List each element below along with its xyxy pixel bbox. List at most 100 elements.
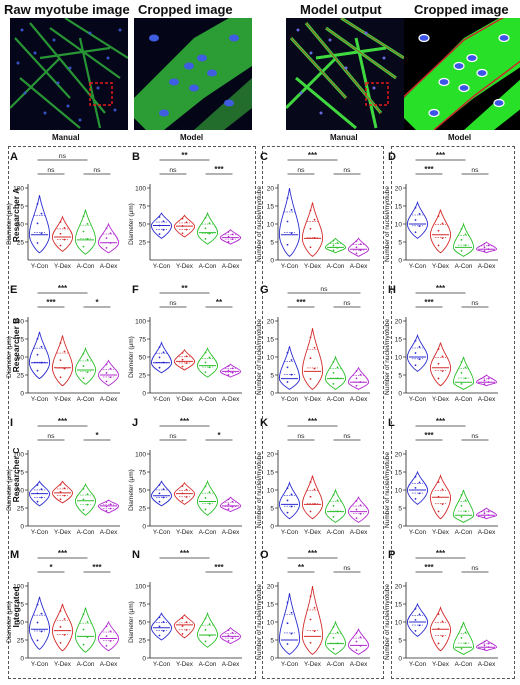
- significance-label: ns: [343, 433, 351, 440]
- y-tick-label: 10: [267, 221, 275, 228]
- violin-A-Con: [324, 620, 347, 655]
- data-point: [181, 625, 184, 627]
- violin-Y-Con: [150, 612, 173, 641]
- significance-label: **: [181, 284, 188, 293]
- panel-I: I 0 25 50 75 100 Diameter (μm) Y-Con Y-Dex A-Con A…: [6, 417, 120, 536]
- y-tick-label: 75: [17, 469, 25, 476]
- data-point: [355, 649, 358, 652]
- data-point: [185, 362, 188, 365]
- y-tick-label: 75: [139, 601, 147, 608]
- y-tick-label: 100: [135, 318, 146, 325]
- y-axis-label: Number of nuclei/myotube: [256, 319, 263, 395]
- data-point: [290, 373, 293, 376]
- data-point: [309, 378, 312, 380]
- x-tick-label: A-Con: [77, 529, 95, 536]
- data-point: [109, 367, 112, 370]
- data-point: [59, 491, 62, 493]
- data-point: [332, 493, 335, 496]
- y-tick-label: 20: [267, 451, 275, 458]
- data-point: [460, 636, 463, 639]
- significance-label: ns: [169, 167, 177, 174]
- violin-Y-Con: [406, 200, 429, 239]
- data-point: [437, 362, 440, 365]
- significance-label: ns: [343, 565, 351, 572]
- data-point: [483, 516, 486, 518]
- data-point: [86, 358, 89, 361]
- violin-Y-Con: [150, 480, 173, 507]
- y-tick-label: 75: [17, 203, 25, 210]
- y-tick-label: 100: [13, 451, 24, 458]
- data-point: [36, 484, 39, 486]
- data-point: [59, 359, 62, 361]
- significance-label: ***: [58, 549, 68, 558]
- data-point: [464, 366, 467, 369]
- y-axis-label: Diameter (μm): [128, 469, 135, 511]
- data-point: [355, 384, 358, 387]
- x-tick-label: A-Con: [77, 263, 95, 270]
- x-tick-label: A-Dex: [350, 529, 368, 536]
- data-point: [286, 197, 289, 200]
- data-point: [86, 493, 89, 496]
- data-point: [181, 617, 184, 620]
- data-point: [332, 371, 335, 374]
- data-point: [336, 366, 339, 369]
- data-point: [313, 346, 316, 349]
- x-tick-label: Y-Dex: [176, 396, 194, 403]
- y-axis-label: Diameter (μm): [6, 336, 13, 378]
- data-point: [204, 361, 207, 364]
- x-tick-label: Y-Dex: [304, 529, 322, 536]
- data-point: [418, 225, 421, 228]
- data-point: [82, 377, 85, 380]
- significance-label: ***: [214, 563, 224, 572]
- violin-Y-Dex: [429, 342, 452, 387]
- y-tick-label: 0: [20, 390, 24, 397]
- violin-A-Dex: [347, 496, 370, 523]
- y-tick-label: 50: [17, 221, 25, 228]
- x-tick-label: Y-Con: [31, 529, 49, 536]
- y-tick-label: 15: [267, 203, 275, 210]
- data-point: [59, 376, 62, 379]
- data-point: [63, 494, 66, 497]
- data-point: [460, 249, 463, 252]
- x-tick-label: Y-Con: [153, 263, 171, 270]
- data-point: [105, 380, 108, 383]
- data-point: [63, 367, 66, 370]
- data-point: [63, 350, 66, 353]
- y-tick-label: 75: [17, 601, 25, 608]
- panel-letter-A: A: [10, 151, 18, 163]
- data-point: [158, 224, 161, 227]
- data-point: [158, 216, 161, 218]
- data-point: [59, 641, 62, 644]
- panel-letter-O: O: [260, 549, 269, 561]
- data-point: [359, 373, 362, 376]
- data-point: [36, 492, 39, 495]
- panel-D: D 0 5 10 15 20 Number of nuclei/myotube Y-Con Y-…: [384, 151, 498, 270]
- data-point: [414, 629, 417, 632]
- data-point: [181, 351, 184, 354]
- data-point: [231, 637, 234, 640]
- y-axis-label: Number of nuclei/myotube: [384, 186, 391, 262]
- violin-A-Dex: [347, 366, 370, 390]
- data-point: [414, 231, 417, 234]
- x-tick-label: A-Dex: [100, 661, 118, 668]
- violin-A-Con: [196, 611, 219, 648]
- data-point: [162, 630, 165, 632]
- data-point: [336, 642, 339, 645]
- data-point: [286, 622, 289, 625]
- data-point: [313, 237, 316, 239]
- data-point: [204, 371, 207, 374]
- panel-letter-C: C: [260, 151, 268, 163]
- data-point: [86, 620, 89, 623]
- violin-Y-Con: [278, 187, 301, 257]
- panel-letter-E: E: [10, 284, 17, 296]
- x-tick-label: Y-Con: [281, 661, 299, 668]
- panel-H: H 0 5 10 15 20 Number of nuclei/myotube Y-Con Y-…: [384, 284, 498, 403]
- data-point: [290, 505, 293, 508]
- data-point: [418, 213, 421, 215]
- panel-G: G 0 5 10 15 20 Number of nuclei/myotube Y-Con Y-…: [256, 284, 370, 403]
- data-point: [332, 244, 335, 247]
- y-tick-label: 25: [139, 505, 147, 512]
- data-point: [227, 240, 230, 243]
- y-tick-label: 0: [142, 523, 146, 530]
